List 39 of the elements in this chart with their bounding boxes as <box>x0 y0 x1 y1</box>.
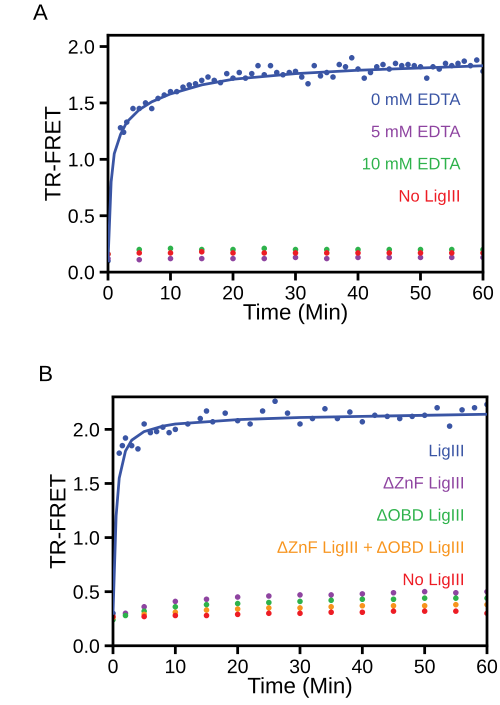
y-tick-label: 1.5 <box>74 477 99 491</box>
text: No LigIII <box>400 189 459 206</box>
x-tick-label: 20 <box>223 286 244 300</box>
y-tick-label: 1.0 <box>69 152 94 167</box>
text: 5 mM EDTA <box>372 126 460 138</box>
series-label: 0 mM EDTA <box>372 93 460 106</box>
x-tick-label: 10 <box>166 659 186 674</box>
x-tick-label: 50 <box>410 286 431 300</box>
series-label: No LigIII <box>404 573 463 589</box>
chart-title: B <box>40 366 52 382</box>
x-tick-label: 60 <box>473 286 494 300</box>
x-tick-label: 50 <box>414 659 435 674</box>
text: 10 mM EDTA <box>362 158 460 170</box>
text: ΔZnF LigIII <box>383 476 463 492</box>
y-tick-label: 0.5 <box>74 585 99 599</box>
x-tick-label: 20 <box>228 659 248 674</box>
x-tick-label: 10 <box>161 286 181 300</box>
y-tick-label: 0.0 <box>74 639 100 654</box>
x-tick-label: 60 <box>477 659 498 674</box>
y-axis-title: TR-FRET <box>50 474 66 568</box>
y-tick-label: 2.0 <box>74 422 100 437</box>
y-axis-title: TR-FRET <box>45 106 60 201</box>
x-tick-label: 40 <box>348 286 368 300</box>
y-tick-label: 1.0 <box>74 531 100 545</box>
x-tick-label: 0 <box>108 659 118 674</box>
text: ΔZnF LigIII + ΔOBD LigIII <box>277 540 463 556</box>
x-tick-label: 30 <box>285 286 306 300</box>
y-tick-label: 0.5 <box>68 209 94 223</box>
x-tick-label: 30 <box>290 659 310 674</box>
chart-title: A <box>33 4 48 20</box>
y-tick-label: 0.0 <box>68 266 94 280</box>
text: ΔOBD LigIII <box>377 508 463 524</box>
y-tick-label: 2.0 <box>68 40 94 54</box>
x-axis-title: Time (Min) <box>243 303 347 324</box>
x-tick-label: 0 <box>103 286 113 300</box>
x-tick-label: 40 <box>352 659 372 674</box>
x-axis-title: Time (Min) <box>248 677 352 698</box>
y-tick-label: 1.5 <box>69 96 94 110</box>
series-label: LigIII <box>430 444 463 460</box>
